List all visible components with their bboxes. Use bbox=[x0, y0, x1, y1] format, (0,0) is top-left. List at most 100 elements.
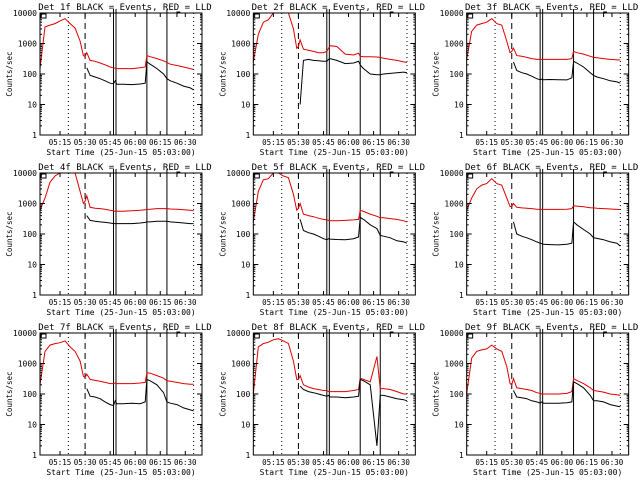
y-tick-label: 1000 bbox=[444, 200, 463, 209]
y-axis-label: Counts/sec bbox=[5, 211, 14, 256]
x-tick-label: 06:15 bbox=[362, 298, 385, 307]
events-series-line bbox=[299, 58, 408, 105]
y-tick-label: 1000 bbox=[231, 40, 250, 49]
y-tick-label: 10000 bbox=[226, 9, 250, 18]
lld-series-line bbox=[39, 172, 194, 212]
x-tick-label: 06:00 bbox=[551, 138, 574, 147]
y-axis-label: Counts/sec bbox=[5, 51, 14, 96]
events-series-line bbox=[86, 378, 194, 412]
events-series-line bbox=[512, 60, 621, 84]
x-tick-label: 05:15 bbox=[475, 138, 498, 147]
bracket-marker-icon bbox=[176, 11, 181, 17]
bracket-marker-icon bbox=[389, 11, 394, 17]
bracket-marker-icon bbox=[176, 171, 181, 177]
x-tick-label: 06:30 bbox=[601, 458, 624, 467]
y-tick-label: 10000 bbox=[440, 9, 464, 18]
x-tick-label: 06:30 bbox=[601, 138, 624, 147]
corner-marker-icon bbox=[253, 333, 260, 339]
x-tick-label: 05:15 bbox=[49, 138, 72, 147]
y-tick-label: 1000 bbox=[444, 40, 463, 49]
bracket-marker-icon bbox=[389, 171, 394, 177]
y-tick-label: 1 bbox=[32, 131, 37, 140]
x-tick-label: 06:30 bbox=[387, 138, 410, 147]
y-tick-label: 100 bbox=[23, 390, 38, 399]
panel-4: 1 10 100 1000 10000 05:15 05:30 05:45 06:00 06:15… bbox=[5, 163, 212, 317]
x-tick-label: 06:00 bbox=[124, 298, 147, 307]
y-tick-label: 1000 bbox=[231, 360, 250, 369]
panel-title: Det 8f BLACK = Events, RED = LLD bbox=[252, 323, 425, 333]
y-axis-label: Counts/sec bbox=[432, 51, 441, 96]
x-tick-label: 05:45 bbox=[99, 458, 122, 467]
x-tick-label: 05:15 bbox=[49, 458, 72, 467]
x-tick-label: 05:15 bbox=[262, 458, 285, 467]
x-tick-label: 06:15 bbox=[576, 298, 599, 307]
events-series-line bbox=[513, 381, 621, 408]
y-tick-label: 10000 bbox=[226, 329, 250, 338]
x-axis-label: Start Time (25-Jun-15 05:03:00) bbox=[260, 308, 409, 317]
x-tick-label: 06:30 bbox=[601, 298, 624, 307]
plot-frame bbox=[466, 12, 630, 136]
x-tick-label: 05:45 bbox=[526, 138, 549, 147]
events-series-line bbox=[512, 220, 621, 247]
x-tick-label: 06:30 bbox=[174, 298, 197, 307]
lld-series-line bbox=[466, 18, 621, 61]
y-tick-label: 1 bbox=[459, 131, 464, 140]
corner-marker-icon bbox=[253, 173, 260, 179]
x-tick-label: 06:00 bbox=[124, 138, 147, 147]
x-tick-label: 06:30 bbox=[387, 458, 410, 467]
lld-series-line bbox=[252, 172, 408, 223]
x-tick-label: 06:15 bbox=[149, 298, 172, 307]
panel-5: 1 10 100 1000 10000 05:15 05:30 05:45 06:00 06:15… bbox=[218, 163, 425, 317]
x-tick-label: 05:45 bbox=[312, 458, 335, 467]
x-tick-label: 06:15 bbox=[576, 138, 599, 147]
y-tick-label: 10 bbox=[27, 101, 37, 110]
x-tick-label: 06:00 bbox=[124, 458, 147, 467]
bracket-marker-icon bbox=[176, 331, 181, 337]
x-axis-label: Start Time (25-Jun-15 05:03:00) bbox=[473, 308, 622, 317]
x-tick-label: 05:15 bbox=[49, 298, 72, 307]
y-tick-label: 1 bbox=[246, 131, 251, 140]
x-tick-label: 06:00 bbox=[551, 298, 574, 307]
panel-title: Det 1f BLACK = Events, RED = LLD bbox=[38, 3, 211, 13]
panel-title: Det 6f BLACK = Events, RED = LLD bbox=[465, 163, 638, 173]
x-tick-label: 05:30 bbox=[500, 298, 523, 307]
x-tick-label: 06:15 bbox=[362, 138, 385, 147]
panel-9: 1 10 100 1000 10000 05:15 05:30 05:45 06:00 06:15… bbox=[432, 323, 639, 477]
panel-title: Det 5f BLACK = Events, RED = LLD bbox=[252, 163, 425, 173]
x-tick-label: 05:30 bbox=[74, 138, 97, 147]
x-axis-label: Start Time (25-Jun-15 05:03:00) bbox=[473, 148, 622, 157]
panel-1: 1 10 100 1000 10000 05:15 05:30 05:45 06:00 06:15… bbox=[5, 3, 212, 157]
y-tick-label: 10 bbox=[454, 101, 464, 110]
bracket-marker-icon bbox=[603, 331, 607, 337]
panel-8: 1 10 100 1000 10000 05:15 05:30 05:45 06:00 06:15… bbox=[218, 323, 425, 477]
corner-marker-icon bbox=[467, 173, 474, 179]
plot-frame bbox=[39, 12, 203, 136]
panel-6: 1 10 100 1000 10000 05:15 05:30 05:45 06:00 06:15… bbox=[432, 163, 639, 317]
lld-series-line bbox=[466, 344, 621, 396]
y-tick-label: 1000 bbox=[18, 360, 37, 369]
x-tick-label: 06:00 bbox=[337, 138, 360, 147]
x-tick-label: 05:30 bbox=[500, 458, 523, 467]
events-series-line bbox=[86, 60, 194, 91]
y-tick-label: 10000 bbox=[440, 169, 464, 178]
panel-3: 1 10 100 1000 10000 05:15 05:30 05:45 06:00 06:15… bbox=[432, 3, 639, 157]
x-tick-label: 05:45 bbox=[312, 298, 335, 307]
y-axis-label: Counts/sec bbox=[432, 371, 441, 416]
x-tick-label: 05:45 bbox=[312, 138, 335, 147]
y-tick-label: 10000 bbox=[226, 169, 250, 178]
x-axis-label: Start Time (25-Jun-15 05:03:00) bbox=[46, 148, 195, 157]
corner-marker-icon bbox=[467, 333, 474, 339]
x-tick-label: 06:00 bbox=[551, 458, 574, 467]
y-tick-label: 100 bbox=[236, 230, 251, 239]
y-axis-label: Counts/sec bbox=[218, 211, 227, 256]
y-tick-label: 1 bbox=[246, 451, 251, 460]
x-tick-label: 05:15 bbox=[262, 138, 285, 147]
y-tick-label: 1000 bbox=[231, 200, 250, 209]
lld-series-line bbox=[39, 340, 194, 385]
bracket-marker-icon bbox=[603, 11, 607, 17]
x-tick-label: 06:15 bbox=[149, 458, 172, 467]
panel-2: 1 10 100 1000 10000 05:15 05:30 05:45 06:00 06:15… bbox=[218, 3, 425, 157]
y-tick-label: 10 bbox=[27, 421, 37, 430]
lld-series-line bbox=[39, 18, 194, 70]
